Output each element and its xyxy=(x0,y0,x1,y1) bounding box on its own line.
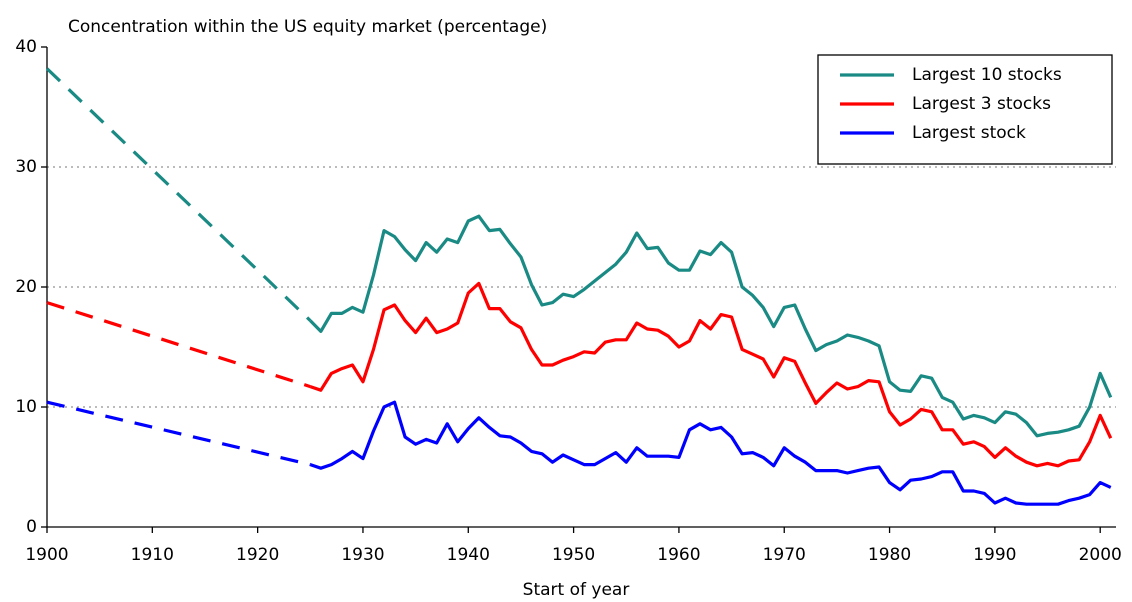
y-tick-label: 30 xyxy=(15,157,37,177)
series-line xyxy=(46,301,311,389)
chart-title: Concentration within the US equity marke… xyxy=(68,17,547,37)
y-tick-label: 20 xyxy=(15,277,37,297)
legend-label: Largest stock xyxy=(912,123,1026,143)
series-line xyxy=(46,400,311,467)
y-tick-label: 10 xyxy=(15,397,37,417)
x-tick-label: 1950 xyxy=(552,545,595,565)
x-tick-label: 1910 xyxy=(131,545,174,565)
legend-label: Largest 3 stocks xyxy=(912,94,1051,114)
x-tick-label: 1930 xyxy=(341,545,384,565)
x-tick-label: 1900 xyxy=(25,545,68,565)
series-line xyxy=(309,281,1113,468)
series-line xyxy=(309,400,1112,506)
x-axis-label: Start of year xyxy=(523,580,630,600)
y-tick-label: 40 xyxy=(15,37,37,57)
x-tick-label: 1970 xyxy=(763,545,806,565)
x-tick-label: 1990 xyxy=(973,545,1016,565)
x-tick-label: 1920 xyxy=(236,545,279,565)
x-tick-label: 1940 xyxy=(447,545,490,565)
series-line xyxy=(45,67,312,322)
series-line xyxy=(309,214,1113,438)
legend-label: Largest 10 stocks xyxy=(912,65,1062,85)
x-tick-label: 2000 xyxy=(1079,545,1122,565)
y-tick-label: 0 xyxy=(26,517,37,537)
x-tick-label: 1960 xyxy=(657,545,700,565)
legend-box xyxy=(817,54,1113,165)
x-tick-label: 1980 xyxy=(868,545,911,565)
